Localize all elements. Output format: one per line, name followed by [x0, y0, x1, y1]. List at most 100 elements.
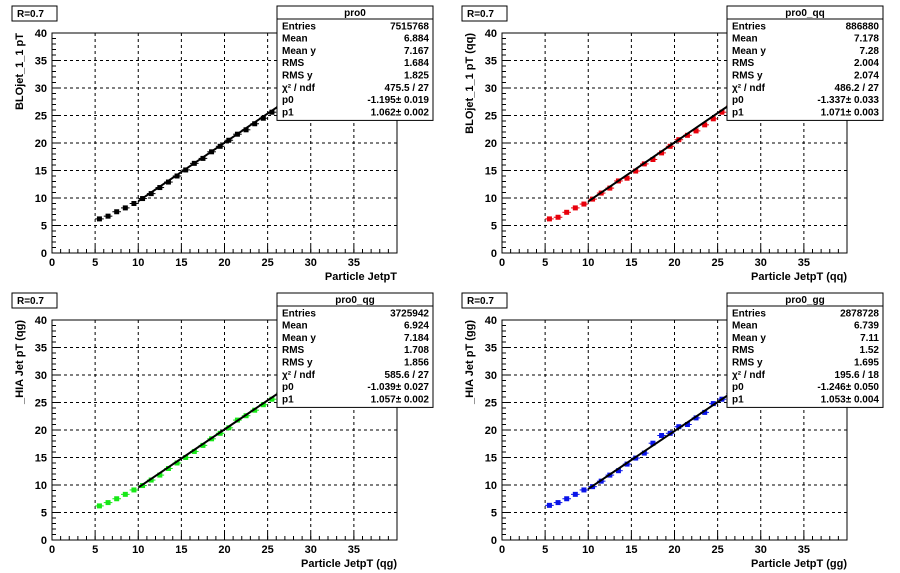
stats-value: 1.053± 0.004 — [821, 394, 880, 405]
y-axis-label: _HIA Jet pT (gg) — [464, 320, 476, 405]
data-point — [243, 127, 249, 133]
data-point — [96, 216, 102, 222]
y-tick-label: 40 — [485, 315, 497, 327]
data-point — [624, 461, 630, 467]
data-point — [226, 425, 232, 431]
x-axis-label: Particle JetpT — [325, 271, 397, 283]
stats-title: pro0_gg — [785, 295, 824, 306]
data-point — [114, 496, 120, 502]
data-point — [252, 121, 258, 127]
x-tick-label: 35 — [798, 544, 810, 556]
x-axis-label: Particle JetpT (gg) — [751, 558, 847, 570]
y-tick-label: 25 — [485, 398, 497, 410]
y-tick-label: 15 — [485, 453, 497, 465]
panel-label-box — [11, 292, 58, 309]
stats-label: RMS y — [282, 358, 313, 369]
y-tick-label: 35 — [35, 56, 47, 68]
stats-box — [276, 292, 434, 408]
x-tick-label: 10 — [132, 257, 144, 269]
x-tick-label: 5 — [542, 544, 548, 556]
x-tick-label: 10 — [582, 544, 594, 556]
stats-value: 1.695 — [854, 358, 879, 369]
y-tick-label: 5 — [491, 221, 497, 233]
data-point — [546, 502, 552, 508]
stats-value: 6.924 — [404, 321, 429, 332]
y-tick-label: 40 — [35, 315, 47, 327]
data-point — [191, 448, 197, 454]
y-tick-label: 40 — [35, 28, 47, 40]
stats-value: 1.52 — [860, 345, 880, 356]
stats-label: p1 — [732, 107, 744, 118]
y-tick-label: 0 — [41, 248, 47, 260]
stats-label: p0 — [732, 382, 744, 393]
data-point — [131, 487, 137, 493]
x-tick-label: 0 — [49, 544, 55, 556]
x-tick-label: 30 — [305, 257, 317, 269]
stats-label: Mean — [732, 34, 758, 45]
y-tick-label: 20 — [35, 138, 47, 150]
stats-label: p0 — [732, 95, 744, 106]
y-tick-label: 40 — [485, 28, 497, 40]
stats-value: 6.739 — [854, 321, 879, 332]
x-tick-label: 5 — [542, 257, 548, 269]
data-point — [659, 433, 665, 438]
stats-title: pro0_qg — [335, 295, 374, 306]
data-point — [122, 491, 128, 497]
stats-label: p1 — [282, 394, 294, 405]
stats-value: 195.6 / 18 — [835, 370, 880, 381]
y-tick-label: 0 — [491, 248, 497, 260]
stats-value: 475.5 / 27 — [385, 83, 430, 94]
data-point — [269, 396, 275, 402]
panel-label: R=0.7 — [467, 296, 494, 307]
x-tick-label: 0 — [49, 257, 55, 269]
data-point — [650, 440, 656, 446]
stats-value: 7.178 — [854, 34, 879, 45]
y-tick-label: 25 — [35, 111, 47, 123]
stats-label: Mean y — [282, 46, 316, 57]
data-point — [114, 209, 120, 215]
data-point — [183, 455, 189, 460]
data-point — [165, 179, 171, 185]
data-point — [555, 500, 561, 506]
data-point — [260, 115, 266, 121]
data-point — [200, 442, 206, 448]
data-point — [641, 450, 647, 456]
stats-value: 7.167 — [404, 46, 429, 57]
y-tick-label: 35 — [485, 343, 497, 355]
chart-panel-1: 0 5 10 15 20 25 30 35 0 5 10 15 20 25 30 35 40 Particle J… — [11, 5, 434, 283]
panel-label-box — [461, 292, 508, 309]
y-tick-label: 20 — [485, 138, 497, 150]
stats-label: χ² / ndf — [282, 83, 316, 94]
panel-label: R=0.7 — [467, 9, 494, 20]
stats-value: 585.6 / 27 — [385, 370, 430, 381]
x-tick-label: 25 — [262, 544, 274, 556]
x-tick-label: 0 — [499, 544, 505, 556]
stats-label: RMS y — [732, 71, 763, 82]
data-point — [105, 500, 111, 506]
data-point — [710, 401, 716, 407]
stats-value: -1.337± 0.033 — [817, 95, 879, 106]
data-point — [546, 216, 552, 222]
y-tick-label: 25 — [35, 398, 47, 410]
y-tick-label: 20 — [35, 425, 47, 437]
x-tick-label: 30 — [305, 544, 317, 556]
data-point — [96, 503, 102, 509]
stats-value: 2.074 — [854, 71, 879, 82]
stats-label: RMS — [282, 345, 305, 356]
x-tick-label: 0 — [499, 257, 505, 269]
data-point — [615, 468, 621, 474]
x-axis-label: Particle JetpT (qq) — [751, 271, 847, 283]
chart-panel-4: 0 5 10 15 20 25 30 35 0 5 10 15 20 25 30 35 40 Particle J… — [461, 292, 884, 570]
data-point — [564, 496, 570, 502]
y-tick-label: 35 — [35, 343, 47, 355]
stats-box — [726, 5, 884, 121]
x-tick-label: 35 — [798, 257, 810, 269]
stats-label: p1 — [732, 394, 744, 405]
y-tick-label: 5 — [41, 221, 47, 233]
stats-label: χ² / ndf — [282, 370, 316, 381]
stats-value: -1.246± 0.050 — [817, 382, 879, 393]
stats-title: pro0_qq — [785, 8, 824, 19]
stats-label: Entries — [282, 308, 316, 319]
panel-label-box — [461, 5, 508, 22]
